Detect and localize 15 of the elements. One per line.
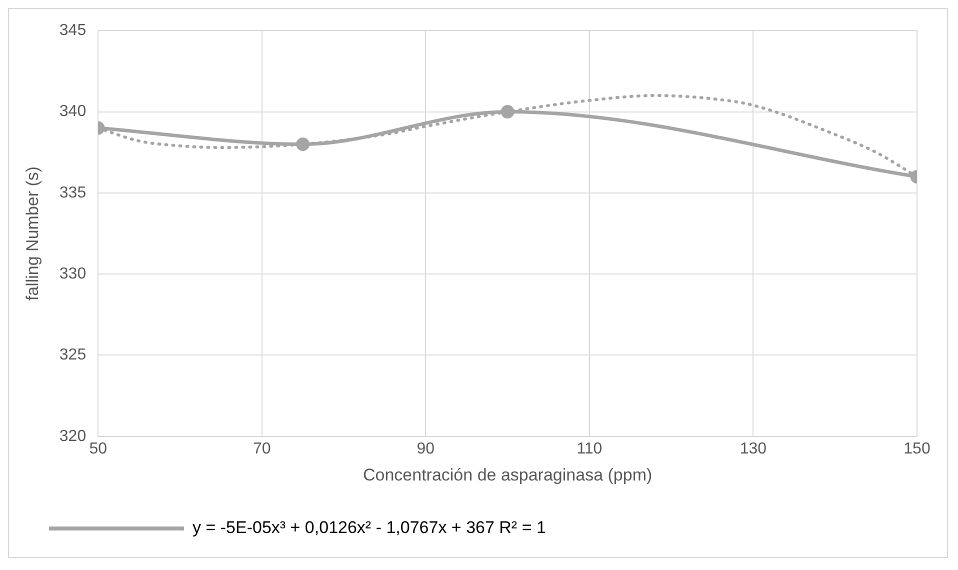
x-tick-label: 130 — [740, 440, 767, 458]
y-tick-label: 330 — [59, 265, 86, 282]
text: y = -5E-05x³ + 0,0126x² - 1,0767x + 367 R² = 1 — [192, 518, 546, 538]
x-tick-label: 150 — [904, 440, 930, 458]
x-tick-label: 50 — [89, 440, 108, 458]
x-tick-label: 70 — [252, 440, 271, 458]
y-tick-label: 325 — [59, 346, 86, 364]
x-tick-label: 110 — [576, 440, 602, 458]
x-tick-label: 90 — [416, 440, 435, 458]
y-tick-label: 320 — [59, 428, 86, 445]
y-axis-title: falling Number (s) — [22, 166, 42, 301]
y-tick-label: 340 — [59, 103, 86, 120]
y-tick-label: 345 — [59, 22, 86, 40]
y-tick-label: 335 — [59, 184, 86, 202]
x-axis-title: Concentración de asparaginasa (ppm) — [362, 465, 652, 484]
